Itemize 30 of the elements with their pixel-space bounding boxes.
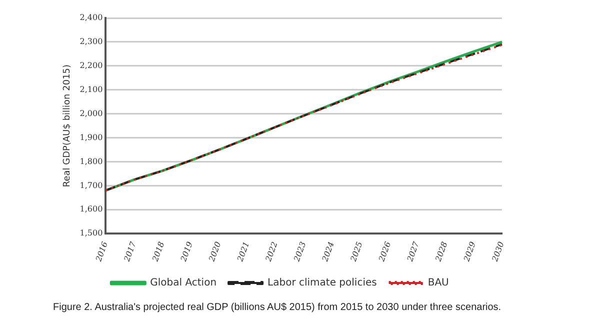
x-tick-label: 2028 — [433, 240, 450, 264]
x-tick-label: 2021 — [235, 240, 252, 264]
x-tick-label: 2027 — [405, 240, 422, 264]
y-tick-label: 1,500 — [80, 228, 103, 238]
y-tick-label: 2,200 — [80, 60, 103, 70]
y-axis-title: Real GDP(AU$ billion 2015) — [62, 64, 73, 188]
x-tick-label: 2017 — [122, 240, 138, 264]
caption: Figure 2. Australia's projected real GDP (billions AU$ 2015) from 2015 to 2030 under three scenarios. — [53, 302, 502, 313]
y-tick-label: 2,400 — [80, 13, 103, 22]
x-tick-label: 2020 — [207, 240, 223, 264]
y-tick-label: 2,000 — [80, 108, 103, 118]
x-tick-label: 2022 — [264, 240, 280, 264]
y-tick-label: 1,700 — [80, 180, 103, 190]
y-tick-label: 2,100 — [80, 84, 103, 94]
legend-label: Global Action — [150, 278, 217, 289]
x-tick-label: 2030 — [490, 240, 506, 264]
y-tick-label: 1,600 — [80, 204, 103, 214]
x-tick-label: 2019 — [178, 240, 194, 264]
y-tick-label: 1,900 — [80, 132, 103, 142]
y-tick-label: 1,800 — [80, 156, 103, 166]
x-tick-label: 2018 — [150, 240, 166, 264]
x-tick-label: 2016 — [94, 240, 110, 264]
legend-label: BAU — [428, 278, 449, 289]
x-tick-label: 2025 — [348, 240, 364, 264]
x-tick-label: 2029 — [462, 240, 478, 264]
y-tick-label: 2,300 — [80, 37, 103, 46]
x-tick-label: 2024 — [320, 240, 336, 264]
x-tick-label: 2023 — [292, 240, 308, 264]
legend-label: Labor climate policies — [268, 278, 377, 289]
x-tick-label: 2026 — [376, 240, 393, 264]
